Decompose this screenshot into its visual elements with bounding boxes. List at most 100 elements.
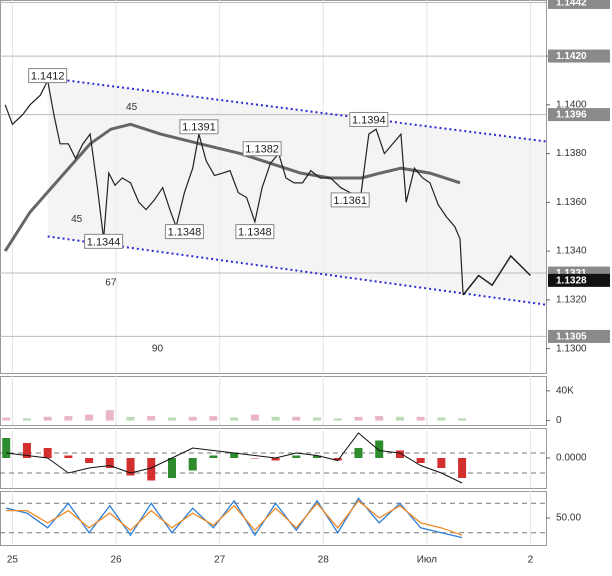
x-tick-label: 25 [7,555,19,566]
bar [126,458,135,476]
price-marker [548,0,610,9]
bar [43,448,52,458]
bar [250,414,259,421]
bar [313,417,322,421]
price-marker-label: 1.1420 [556,51,587,62]
bar [43,416,52,421]
bar [437,458,446,468]
trend-line [462,254,531,296]
y-tick-label: 1.1320 [556,295,587,306]
bar [437,417,446,421]
annotation-box [349,111,389,127]
bar [416,416,425,421]
bar [105,410,114,421]
y-tick-label: 40K [556,385,574,396]
bar [85,458,94,463]
y-tick-label: 1.1380 [556,148,587,159]
price-marker [548,108,610,122]
bar [292,455,301,458]
price-marker-label: 1.1396 [556,110,587,121]
annotation-box [28,68,68,84]
annotation-box [164,224,204,240]
annotation-label: 1.1382 [245,144,279,156]
bar [416,458,425,463]
annotation-label: 1.1361 [333,195,367,207]
trend-line [47,235,547,306]
bar [22,443,31,458]
bar [230,417,239,421]
panel-frame [0,491,547,546]
price-marker-label: 1.1331 [556,268,587,279]
fan-label: 45 [126,102,138,113]
bar [395,450,404,458]
bar [354,448,363,458]
bar [354,416,363,421]
price-marker [548,273,610,287]
fan-label: 67 [105,277,117,288]
bar [209,455,218,458]
trend-line [3,122,461,252]
bar [64,455,73,458]
price-marker-label: 1.1328 [556,276,587,287]
bar [230,453,239,458]
price-marker-label: 1.1305 [556,332,587,343]
bar [147,416,156,421]
bar [458,458,467,478]
annotation-label: 1.1344 [87,236,121,248]
annotation-box [84,233,124,249]
bar [126,416,135,421]
fan-label: 90 [152,343,164,354]
y-tick-label: 50.00 [556,513,581,524]
x-tick-label: 26 [110,555,122,566]
series-line [6,499,463,536]
bar [22,418,31,421]
x-tick-label: 27 [214,555,226,566]
bar [333,458,342,461]
bar [167,417,176,421]
bar [458,418,467,421]
bar [375,416,384,421]
fan-label: 45 [71,214,83,225]
price-marker [548,49,610,63]
annotation-box [235,224,275,240]
bar [313,455,322,458]
y-tick-label: 0 [556,415,562,426]
annotation-box [179,119,219,135]
bar [271,416,280,421]
annotation-label: 1.1412 [31,70,65,82]
price-marker-label: 1.1442 [556,0,587,9]
bar [209,416,218,421]
x-tick-label: 28 [318,555,330,566]
bar [167,458,176,478]
y-tick-label: 1.1340 [556,246,587,257]
annotation-label: 1.1348 [238,227,272,239]
annotation-box [330,192,370,208]
annotation-label: 1.1348 [168,227,202,239]
annotation-label: 1.1394 [352,114,386,126]
bar [375,440,384,458]
bar [188,458,197,471]
y-tick-label: 1.1360 [556,197,587,208]
annotation-box [242,141,282,157]
bar [292,416,301,421]
bar [250,458,259,459]
x-tick-label: Июл [417,555,437,566]
y-tick-label: 1.1400 [556,99,587,110]
bar [188,416,197,421]
price-marker [548,329,610,343]
series-line [6,432,463,484]
y-tick-label: 0.0000 [556,453,587,464]
bar [85,414,94,421]
y-tick-label: 1.1300 [556,343,587,354]
bar [271,458,280,461]
annotation-label: 1.1391 [182,122,216,134]
bar [2,417,11,421]
bar [147,458,156,481]
bar [2,438,11,458]
trend-line [47,77,547,143]
bar [64,416,73,421]
series-line [4,78,464,296]
x-tick-label: 2 [528,555,534,566]
bar [395,416,404,421]
